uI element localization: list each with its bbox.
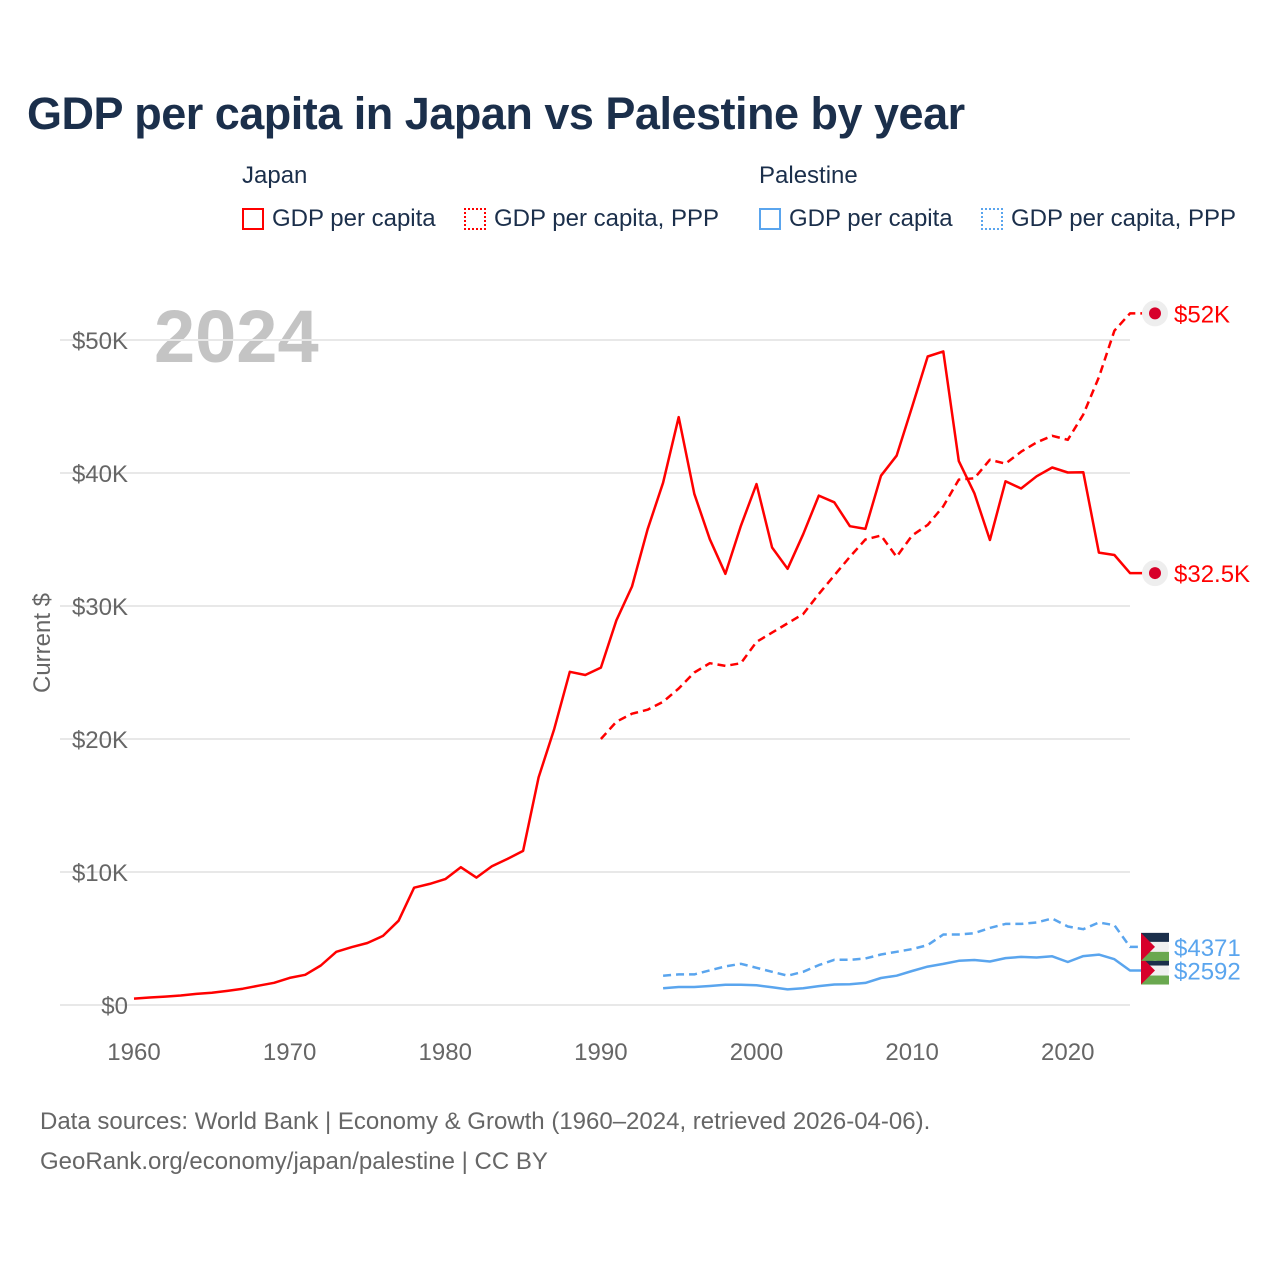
- legend-label: GDP per capita: [272, 205, 436, 232]
- series-line: [599, 312, 1143, 740]
- flag-stripe: [1141, 932, 1169, 942]
- y-tick-label: $10K: [72, 860, 128, 887]
- x-tick-label: 1960: [107, 1039, 160, 1066]
- flag-triangle: [1141, 932, 1155, 961]
- end-value-label: $4371: [1174, 935, 1241, 962]
- legend-japan-gdp-ppp[interactable]: GDP per capita, PPP: [464, 205, 719, 233]
- legend-swatch-solid-blue: [759, 208, 781, 230]
- flag-triangle: [1141, 956, 1155, 985]
- legend-palestine-gdp[interactable]: GDP per capita: [759, 205, 953, 233]
- flag-stripe: [1141, 951, 1169, 961]
- series-line: [133, 350, 1143, 1000]
- year-watermark: 2024: [154, 295, 319, 378]
- flag-stripe: [1141, 956, 1169, 966]
- y-axis-label: Current $: [29, 593, 56, 693]
- legend-label: GDP per capita, PPP: [1011, 205, 1236, 232]
- legend-label: GDP per capita: [789, 205, 953, 232]
- series-line: [662, 917, 1143, 977]
- end-value-label: $2592: [1174, 959, 1241, 986]
- legend-japan-gdp[interactable]: GDP per capita: [242, 205, 436, 233]
- footer-sources: Data sources: World Bank | Economy & Gro…: [40, 1108, 931, 1135]
- legend-label: GDP per capita, PPP: [494, 205, 719, 232]
- x-tick-label: 1990: [574, 1039, 627, 1066]
- legend-swatch-solid-red: [242, 208, 264, 230]
- y-tick-label: $50K: [72, 328, 128, 355]
- legend-swatch-dotted-red: [464, 208, 486, 230]
- end-value-label: $52K: [1174, 301, 1230, 328]
- y-tick-label: $30K: [72, 594, 128, 621]
- x-tick-label: 2020: [1041, 1039, 1094, 1066]
- x-tick-label: 1970: [263, 1039, 316, 1066]
- chart-title: GDP per capita in Japan vs Palestine by …: [27, 88, 965, 139]
- y-tick-label: $40K: [72, 461, 128, 488]
- x-tick-label: 2010: [885, 1039, 938, 1066]
- legend-group-japan: Japan: [242, 162, 308, 189]
- legend-swatch-dotted-blue: [981, 208, 1003, 230]
- x-tick-label: 1980: [419, 1039, 472, 1066]
- footer-link[interactable]: GeoRank.org/economy/japan/palestine | CC…: [40, 1148, 548, 1175]
- series-line: [663, 953, 1143, 991]
- y-tick-label: $0: [101, 993, 128, 1020]
- flag-stripe: [1141, 975, 1169, 985]
- flag-disc: [1149, 307, 1161, 320]
- y-tick-label: $20K: [72, 727, 128, 754]
- legend-palestine-gdp-ppp[interactable]: GDP per capita, PPP: [981, 205, 1236, 233]
- flag-disc: [1149, 567, 1161, 580]
- legend-group-palestine: Palestine: [759, 162, 858, 189]
- end-value-label: $32.5K: [1174, 561, 1250, 588]
- x-tick-label: 2000: [730, 1039, 783, 1066]
